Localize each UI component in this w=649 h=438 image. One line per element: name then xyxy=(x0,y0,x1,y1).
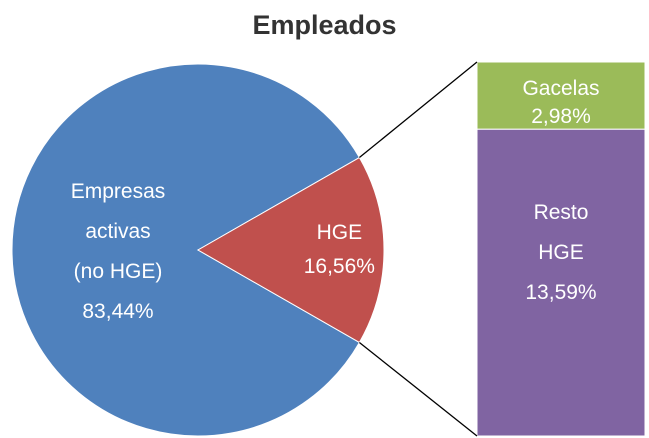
label-text: HGE xyxy=(316,221,363,244)
pie-slice xyxy=(11,63,361,437)
label-text: Resto HGE xyxy=(533,200,589,264)
bar-segment xyxy=(476,128,646,437)
connector xyxy=(358,341,478,437)
pie-slice xyxy=(196,156,385,344)
label-text: Empresas activas (no HGE) xyxy=(70,180,166,283)
label-text: 13,59% xyxy=(525,280,597,304)
data-label: Gacelas 2,98% xyxy=(477,75,645,131)
label-text: Gacelas xyxy=(522,76,600,100)
data-label: Empresas activas (no HGE) 83,44% xyxy=(70,172,166,332)
chart-title: Empleados xyxy=(252,10,397,40)
label-text: 83,44% xyxy=(82,300,154,323)
label-text: 2,98% xyxy=(531,104,591,128)
connector xyxy=(358,61,478,159)
data-label: Resto HGE 13,59% xyxy=(521,193,601,313)
label-text: 16,56% xyxy=(303,255,375,278)
data-label: HGE 16,56% xyxy=(289,216,389,284)
bar-segment xyxy=(476,61,646,130)
